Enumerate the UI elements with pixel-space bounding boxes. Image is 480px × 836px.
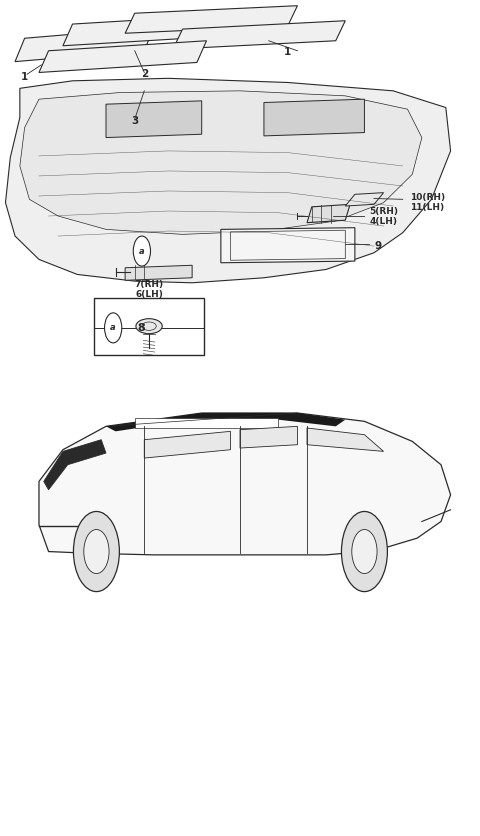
Text: 6(LH): 6(LH) bbox=[135, 290, 163, 299]
Circle shape bbox=[341, 512, 387, 592]
Polygon shape bbox=[63, 16, 211, 46]
Circle shape bbox=[133, 236, 151, 266]
Polygon shape bbox=[44, 440, 106, 490]
Polygon shape bbox=[106, 413, 345, 431]
Polygon shape bbox=[39, 413, 451, 555]
Polygon shape bbox=[15, 28, 154, 62]
Ellipse shape bbox=[136, 319, 162, 334]
Circle shape bbox=[105, 313, 122, 343]
Text: 7(RH): 7(RH) bbox=[134, 280, 164, 289]
Polygon shape bbox=[264, 99, 364, 136]
Text: 3: 3 bbox=[131, 116, 138, 126]
Text: 8: 8 bbox=[137, 323, 145, 333]
Text: 9: 9 bbox=[374, 241, 381, 251]
Circle shape bbox=[73, 512, 120, 592]
Text: 10(RH): 10(RH) bbox=[410, 193, 445, 202]
Polygon shape bbox=[20, 91, 422, 234]
Polygon shape bbox=[240, 426, 298, 448]
Polygon shape bbox=[125, 265, 192, 280]
Polygon shape bbox=[106, 101, 202, 138]
Circle shape bbox=[352, 529, 377, 573]
Circle shape bbox=[84, 529, 109, 573]
Text: a: a bbox=[110, 324, 116, 333]
Text: 11(LH): 11(LH) bbox=[410, 203, 444, 212]
Polygon shape bbox=[5, 79, 451, 283]
Polygon shape bbox=[135, 418, 278, 428]
Text: 2: 2 bbox=[141, 69, 148, 79]
Polygon shape bbox=[307, 204, 350, 222]
Polygon shape bbox=[144, 431, 230, 458]
Polygon shape bbox=[125, 6, 298, 33]
Polygon shape bbox=[39, 41, 206, 73]
Text: 1: 1 bbox=[21, 73, 28, 83]
Polygon shape bbox=[173, 21, 345, 49]
Text: 4(LH): 4(LH) bbox=[369, 217, 397, 226]
Polygon shape bbox=[345, 192, 384, 206]
Text: a: a bbox=[139, 247, 144, 256]
FancyBboxPatch shape bbox=[94, 298, 204, 354]
Polygon shape bbox=[307, 428, 384, 451]
Polygon shape bbox=[221, 227, 355, 263]
Text: 1: 1 bbox=[284, 48, 291, 58]
Text: 5(RH): 5(RH) bbox=[369, 206, 398, 216]
